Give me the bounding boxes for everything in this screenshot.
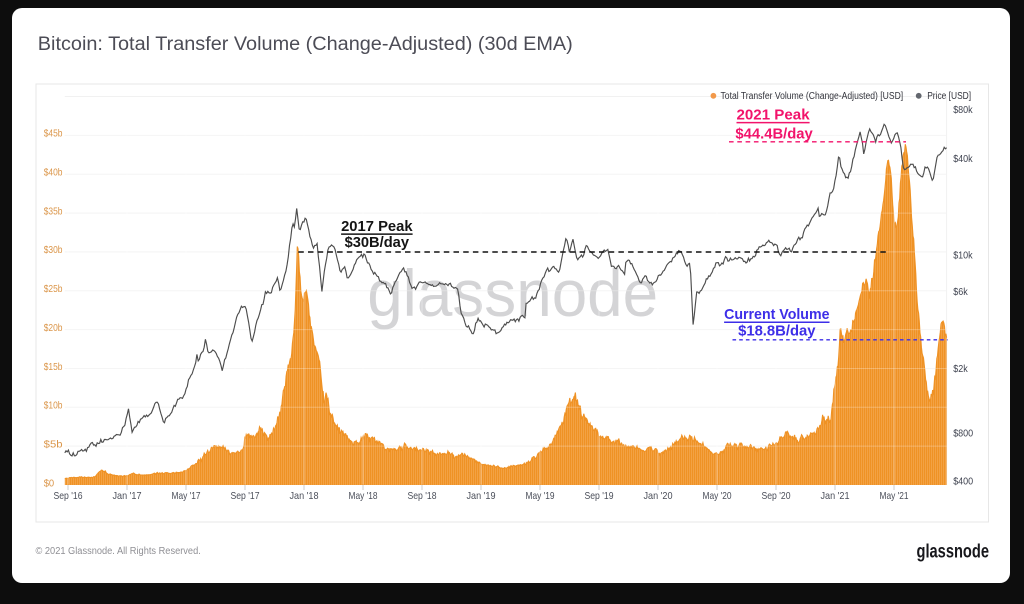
svg-text:$10b: $10b — [44, 401, 63, 412]
svg-text:Jan '18: Jan '18 — [290, 491, 319, 502]
svg-text:$40k: $40k — [953, 154, 973, 165]
svg-text:© 2021 Glassnode. All Rights R: © 2021 Glassnode. All Rights Reserved. — [36, 546, 201, 557]
svg-text:$800: $800 — [953, 428, 973, 439]
svg-text:May '20: May '20 — [703, 491, 732, 502]
svg-text:Jan '17: Jan '17 — [113, 491, 142, 502]
svg-text:$400: $400 — [953, 477, 973, 488]
svg-text:glassnode: glassnode — [917, 542, 990, 563]
svg-text:$25b: $25b — [44, 284, 63, 295]
svg-text:$45b: $45b — [44, 129, 63, 140]
svg-text:$10k: $10k — [953, 251, 973, 262]
svg-text:$20b: $20b — [44, 323, 63, 334]
svg-text:$0: $0 — [44, 478, 55, 489]
svg-text:$5b: $5b — [44, 440, 63, 451]
svg-text:$35b: $35b — [44, 206, 63, 217]
svg-text:Sep '18: Sep '18 — [408, 491, 437, 502]
svg-text:2017 Peak: 2017 Peak — [341, 219, 413, 235]
svg-text:glassnode: glassnode — [367, 256, 658, 330]
svg-text:Jan '21: Jan '21 — [821, 491, 850, 502]
svg-text:Jan '20: Jan '20 — [644, 491, 673, 502]
svg-text:$15b: $15b — [44, 362, 63, 373]
svg-text:Sep '19: Sep '19 — [585, 491, 614, 502]
svg-text:May '17: May '17 — [172, 491, 201, 502]
svg-text:Sep '16: Sep '16 — [54, 491, 83, 502]
svg-text:$30b: $30b — [44, 245, 63, 256]
svg-text:Jan '19: Jan '19 — [467, 491, 496, 502]
svg-text:$30B/day: $30B/day — [345, 235, 410, 251]
svg-text:$2k: $2k — [953, 364, 968, 375]
svg-text:2021 Peak: 2021 Peak — [737, 108, 811, 124]
svg-text:Bitcoin: Total Transfer Volume: Bitcoin: Total Transfer Volume (Change-A… — [38, 34, 573, 55]
svg-text:$44.4B/day: $44.4B/day — [735, 126, 813, 142]
svg-text:$80k: $80k — [953, 105, 973, 116]
svg-text:Total Transfer Volume (Change-: Total Transfer Volume (Change-Adjusted) … — [721, 91, 904, 102]
svg-text:Price [USD]: Price [USD] — [927, 91, 971, 102]
svg-text:$40b: $40b — [44, 168, 63, 179]
svg-text:Sep '20: Sep '20 — [762, 491, 791, 502]
svg-text:May '19: May '19 — [526, 491, 555, 502]
svg-text:Current Volume: Current Volume — [724, 307, 829, 323]
svg-text:May '18: May '18 — [349, 491, 378, 502]
svg-text:Sep '17: Sep '17 — [231, 491, 260, 502]
svg-text:May '21: May '21 — [880, 491, 909, 502]
svg-text:$18.8B/day: $18.8B/day — [738, 324, 816, 340]
svg-text:$6k: $6k — [953, 287, 968, 298]
